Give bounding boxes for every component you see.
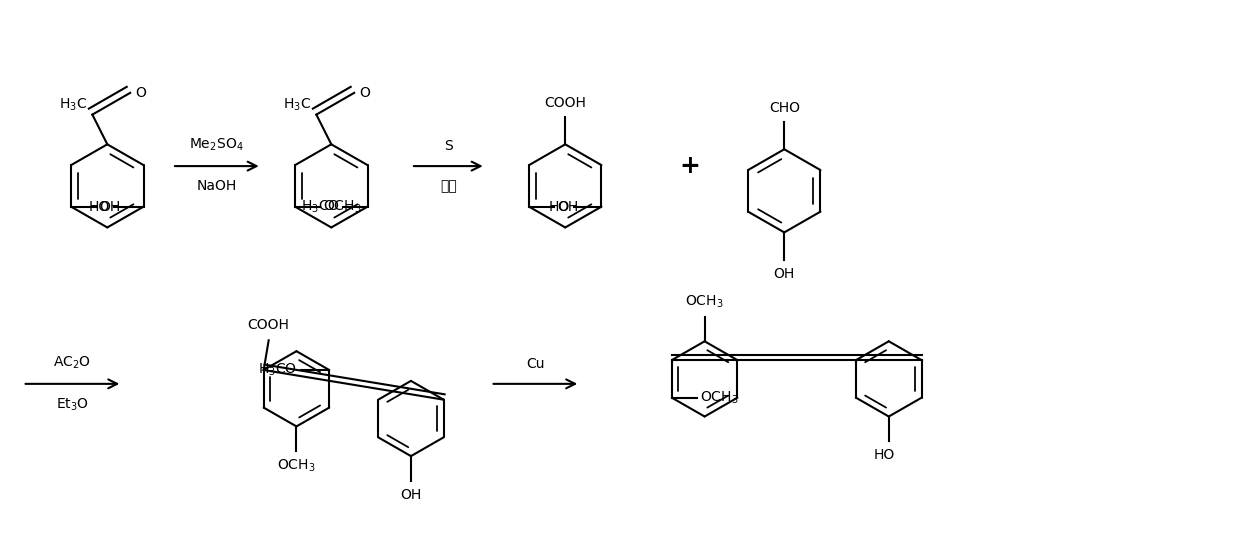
Text: OCH$_3$: OCH$_3$	[322, 198, 362, 215]
Text: HO: HO	[88, 199, 109, 214]
Text: Me$_2$SO$_4$: Me$_2$SO$_4$	[190, 137, 244, 153]
Text: +: +	[680, 154, 701, 178]
Text: OCH$_3$: OCH$_3$	[699, 390, 738, 406]
Text: OH: OH	[557, 199, 578, 214]
Text: OH: OH	[401, 488, 422, 502]
Text: O: O	[360, 86, 370, 100]
Text: H$_3$C: H$_3$C	[60, 96, 87, 113]
Text: 吗啡: 吗啡	[440, 179, 456, 193]
Text: Et$_3$O: Et$_3$O	[56, 397, 89, 413]
Text: HO: HO	[548, 199, 569, 214]
Text: OH: OH	[774, 267, 795, 281]
Text: H$_3$C: H$_3$C	[283, 96, 311, 113]
Text: CHO: CHO	[769, 101, 800, 114]
Text: AC$_2$O: AC$_2$O	[53, 355, 92, 371]
Text: H$_3$CO: H$_3$CO	[258, 362, 298, 378]
Text: HO: HO	[873, 448, 894, 462]
Text: H$_3$CO: H$_3$CO	[300, 198, 340, 215]
Text: OCH$_3$: OCH$_3$	[278, 458, 316, 475]
Text: COOH: COOH	[544, 96, 587, 110]
Text: S: S	[444, 139, 453, 153]
Text: COOH: COOH	[248, 318, 290, 332]
Text: Cu: Cu	[526, 357, 544, 371]
Text: O: O	[135, 86, 146, 100]
Text: OCH$_3$: OCH$_3$	[686, 293, 724, 310]
Text: OH: OH	[99, 199, 120, 214]
Text: NaOH: NaOH	[197, 179, 237, 193]
